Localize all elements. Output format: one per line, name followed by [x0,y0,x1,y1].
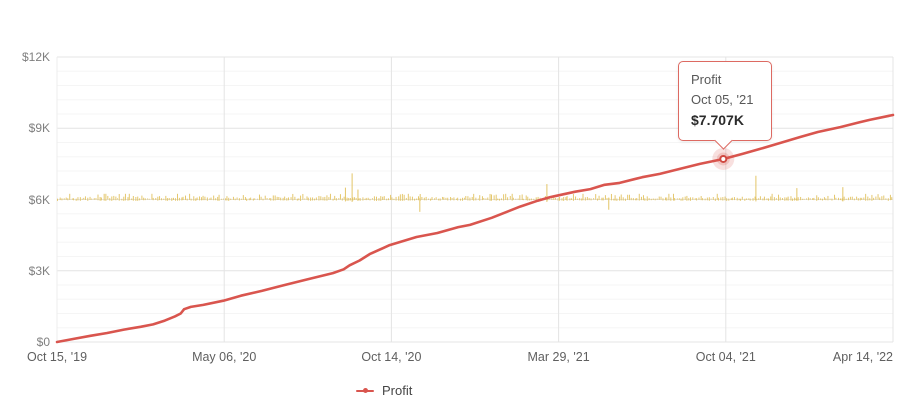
legend-item-profit[interactable]: Profit [356,384,412,397]
x-tick-label: Oct 14, '20 [361,350,422,364]
chart-tooltip: Profit Oct 05, '21 $7.707K [678,61,772,150]
y-tick-label: $3K [28,263,50,278]
x-tick-label: May 06, '20 [192,350,257,364]
x-tick-label: Apr 14, '22 [832,350,893,364]
legend-line-marker-icon [356,388,374,394]
tooltip-value: $7.707K [691,112,744,129]
y-tick-label: $12K [21,50,50,64]
y-tick-label: $6K [28,192,50,207]
tooltip-date: Oct 05, '21 [691,92,754,108]
legend-label: Profit [382,383,413,398]
tooltip-series-name: Profit [691,72,722,87]
highlight-point [719,154,728,163]
y-tick-label: $0 [36,335,50,349]
x-tick-label: Oct 15, '19 [26,350,88,364]
y-tick-label: $9K [28,121,50,136]
x-tick-label: Oct 04, '21 [695,350,756,364]
profit-line [55,113,895,344]
x-tick-label: Mar 29, '21 [527,350,590,364]
